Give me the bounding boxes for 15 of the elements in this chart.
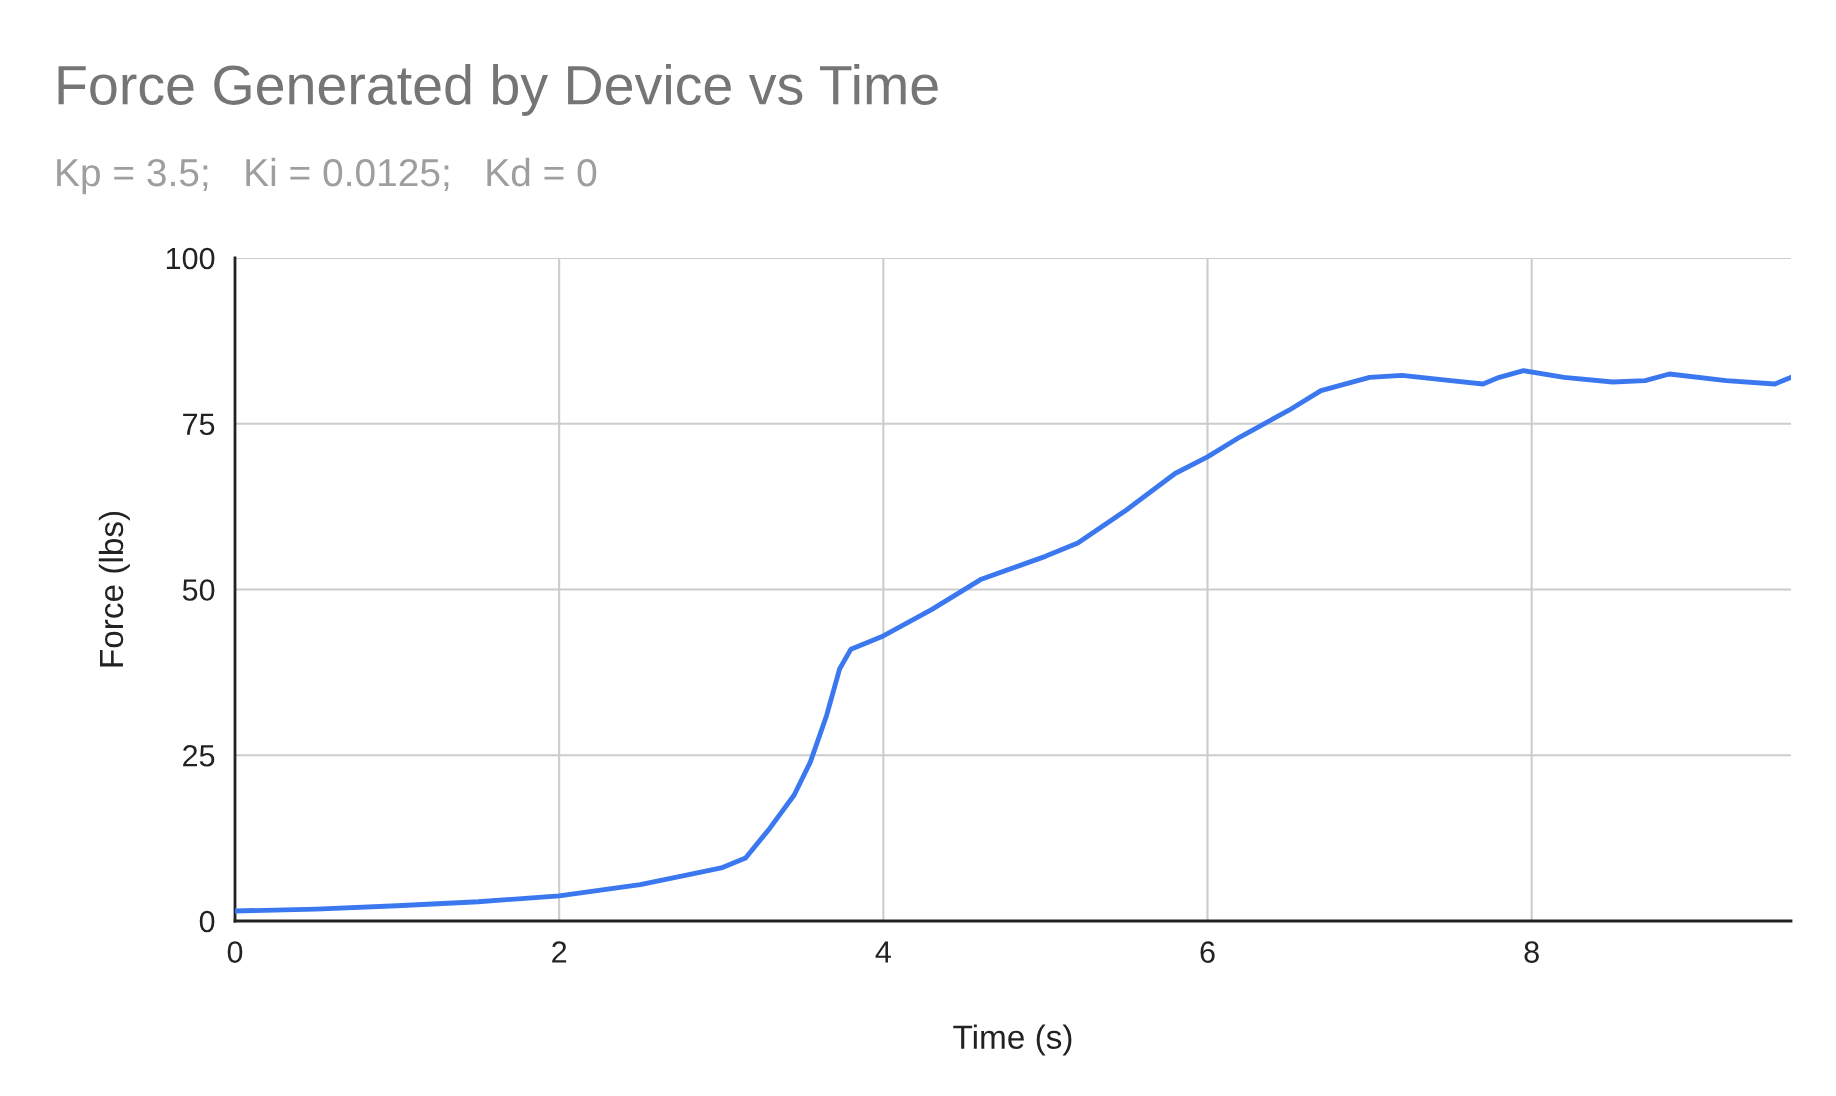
y-tick-label: 0 [199,910,215,933]
y-tick-label: 50 [182,579,215,601]
chart-title: Force Generated by Device vs Time [58,64,938,116]
chart-subtitle: Kp = 3.5; Ki = 0.0125; Kd = 0 [57,157,597,195]
y-tick-label: 75 [183,413,215,436]
line-series [235,368,1791,914]
x-axis-title: Time (s) [953,1024,1072,1056]
x-tick-label: 8 [1524,941,1539,963]
x-tick-label: 2 [552,941,567,963]
x-tick-label: 4 [875,941,891,963]
x-tick-label: 0 [227,941,243,963]
y-tick-label: 100 [166,247,215,270]
x-tick-label: 6 [1200,941,1215,963]
y-axis-title: Force (lbs) [98,511,130,667]
y-tick-label: 25 [183,744,215,767]
